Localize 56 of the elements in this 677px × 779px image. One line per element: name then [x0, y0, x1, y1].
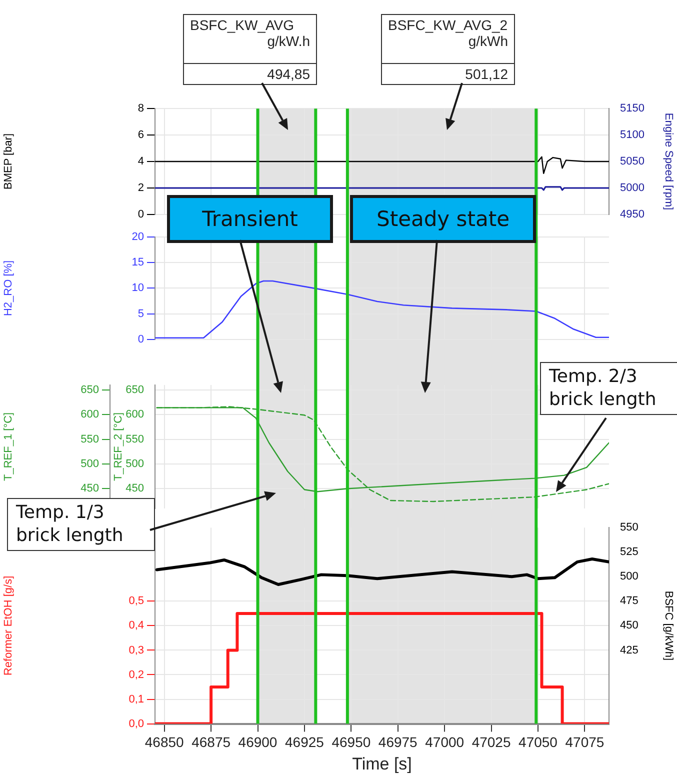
- y-axis-title: Reformer EtOH [g/s]: [2, 576, 15, 676]
- y-axis-title: H2_RO [%]: [2, 260, 15, 316]
- y-tick-label: 0: [138, 208, 144, 220]
- y-tick-label: 0,5: [128, 595, 144, 608]
- y-tick-label: 15: [132, 256, 144, 269]
- y-axis-title: T_REF_1 [°C]: [2, 412, 15, 481]
- y-tick-label: 0,4: [128, 620, 144, 632]
- x-tick-label: 47025: [472, 734, 511, 750]
- y2-tick-label: 5150: [620, 102, 644, 115]
- x-tick-label: 46850: [144, 734, 184, 750]
- y-tick-label: 0,2: [128, 668, 144, 681]
- y2-tick-label: 475: [620, 595, 638, 608]
- y-tick-label: 0,1: [128, 693, 144, 706]
- y-tick-label: 550: [80, 433, 99, 446]
- y2-tick-label: 500: [620, 570, 638, 583]
- y2-tick-label: 525: [620, 546, 638, 558]
- x-tick-label: 46925: [284, 734, 324, 750]
- y2-axis-title: BSFC [g/kWh]: [662, 590, 674, 661]
- y-tick-label: 2: [138, 182, 144, 194]
- y-tick-label: 0,0: [128, 718, 144, 730]
- y-tick-label: 5: [138, 308, 144, 320]
- y-tick-label: 0: [138, 333, 144, 346]
- x-axis-title: Time [s]: [352, 754, 412, 774]
- y2-axis-title: T_REF_2 [°C]: [112, 412, 125, 481]
- y2-tick-label: 450: [620, 620, 638, 632]
- y2-axis-title: Engine Speed [rpm]: [662, 112, 674, 210]
- y2-tick-label: 5000: [620, 182, 644, 194]
- y2-tick-label: 550: [620, 522, 638, 534]
- value-table: BSFC_KW_AVG g/kW.h 494,85: [183, 14, 317, 85]
- y2-tick-label: 5100: [620, 129, 644, 142]
- x-tick-label: 46875: [192, 734, 231, 750]
- y-tick-label: 8: [138, 102, 144, 115]
- y2-tick-label: 4950: [620, 208, 644, 220]
- y-tick-label: 650: [80, 384, 99, 396]
- x-tick-label: 46900: [238, 734, 278, 750]
- value-table: BSFC_KW_AVG_2 g/kWh 501,12: [381, 14, 515, 85]
- y-tick-label: 20: [132, 231, 144, 244]
- callout-label: Transient: [167, 195, 333, 243]
- y-tick-label: 0,3: [128, 644, 144, 656]
- y-tick-label: 450: [80, 482, 99, 495]
- y-tick-label: 4: [138, 156, 144, 168]
- y-tick-label: 6: [138, 129, 144, 142]
- x-tick-label: 47075: [565, 734, 604, 750]
- y-tick-label: 10: [132, 282, 144, 294]
- x-tick-label: 46950: [332, 734, 371, 750]
- note-label: Temp. 1/3 brick length: [7, 498, 155, 551]
- y2-tick-label: 5050: [620, 156, 644, 168]
- x-tick-label: 47050: [518, 734, 558, 750]
- y-tick-label: 600: [80, 408, 99, 421]
- y-tick-label: 500: [80, 458, 99, 470]
- callout-label: Steady state: [350, 195, 536, 243]
- y-axis-title: BMEP [bar]: [2, 133, 15, 190]
- y2-tick-label: 425: [620, 644, 638, 656]
- x-tick-label: 46975: [378, 734, 418, 750]
- x-tick-label: 47000: [425, 734, 464, 750]
- note-label: Temp. 2/3 brick length: [540, 362, 677, 415]
